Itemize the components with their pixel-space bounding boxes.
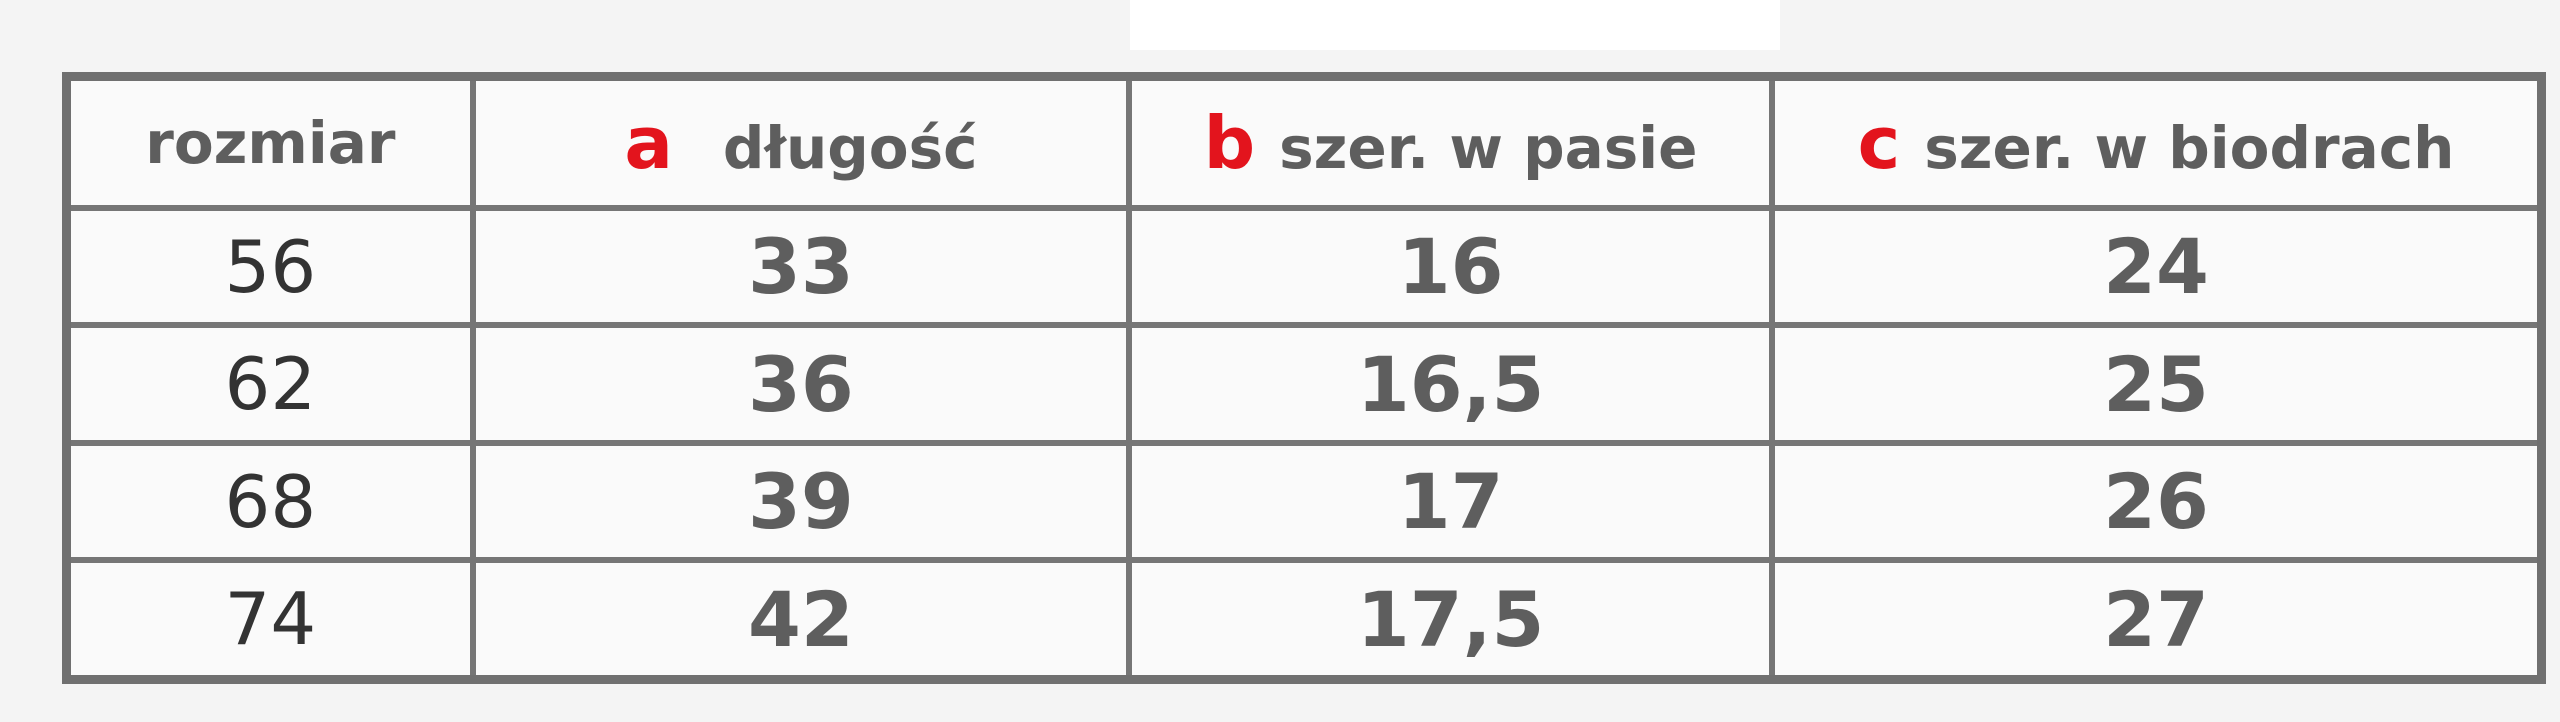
header-size: rozmiar [63, 73, 476, 211]
cell-waist: 16,5 [1126, 322, 1775, 446]
cell-hips: 26 [1768, 439, 2545, 564]
size-table: rozmiar a długość b szer. w pasie c szer. w… [62, 72, 2546, 684]
header-label: długość [722, 114, 978, 182]
header-waist: b szer. w pasie [1126, 73, 1775, 211]
cell-hips: 25 [1768, 322, 2545, 446]
cell-size: 62 [63, 322, 476, 446]
header-label: szer. w pasie [1279, 114, 1698, 182]
table-row: 56 33 16 24 [63, 204, 2545, 329]
cell-length: 39 [469, 439, 1133, 564]
header-letter: b [1203, 101, 1256, 185]
cell-length: 36 [469, 322, 1133, 446]
cell-waist: 17 [1126, 439, 1775, 564]
table-row: 68 39 17 26 [63, 439, 2545, 564]
table-row: 62 36 16,5 25 [63, 322, 2545, 446]
header-letter: c [1857, 101, 1901, 185]
background-patch [1130, 0, 1780, 50]
cell-waist: 17,5 [1126, 557, 1775, 683]
header-length: a długość [469, 73, 1133, 211]
header-letter: a [624, 101, 673, 185]
table-row: 74 42 17,5 27 [63, 557, 2545, 683]
header-hips: c szer. w biodrach [1768, 73, 2545, 211]
cell-waist: 16 [1126, 204, 1775, 329]
header-label: szer. w biodrach [1924, 114, 2455, 182]
cell-size: 68 [63, 439, 476, 564]
header-row: rozmiar a długość b szer. w pasie c szer. w… [63, 73, 2545, 211]
cell-hips: 24 [1768, 204, 2545, 329]
cell-length: 33 [469, 204, 1133, 329]
cell-size: 74 [63, 557, 476, 683]
cell-length: 42 [469, 557, 1133, 683]
cell-hips: 27 [1768, 557, 2545, 683]
cell-size: 56 [63, 204, 476, 329]
header-label: rozmiar [145, 109, 396, 177]
